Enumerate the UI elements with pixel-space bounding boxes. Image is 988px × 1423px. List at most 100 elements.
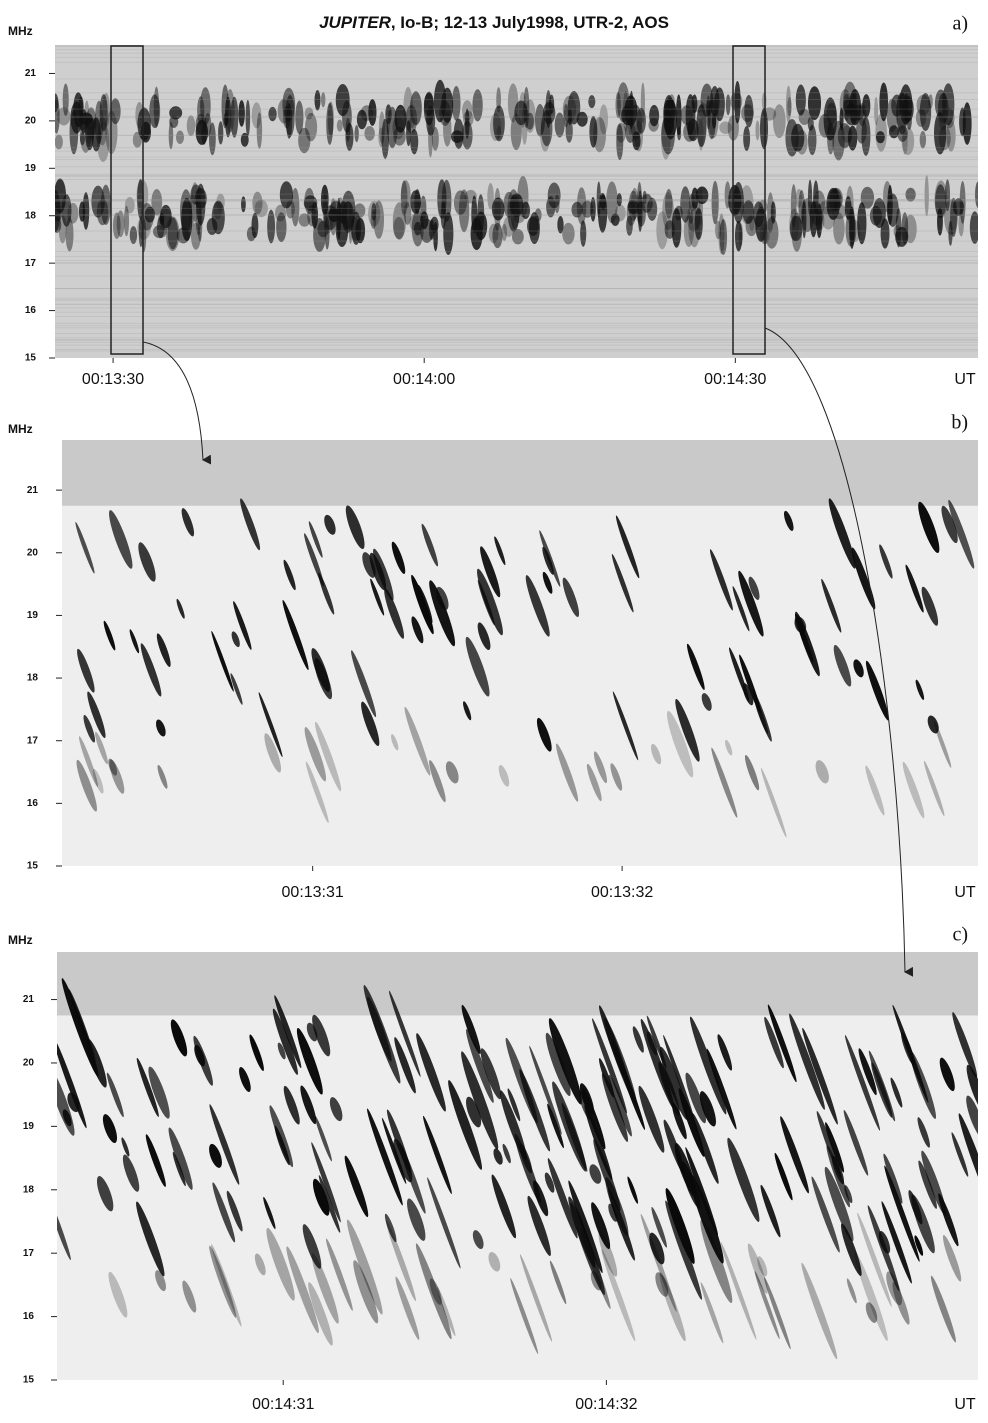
emission-burst — [230, 673, 243, 705]
emission-burst — [369, 552, 387, 591]
y-tick-label: 19 — [23, 1121, 35, 1132]
emission-burst — [223, 113, 229, 126]
emission-burst — [581, 200, 594, 218]
emission-burst — [445, 761, 459, 784]
y-tick-label: 17 — [23, 1248, 35, 1259]
emission-burst — [254, 199, 268, 218]
emission-burst — [734, 80, 741, 124]
emission-burst — [661, 114, 675, 155]
emission-burst — [598, 1231, 618, 1277]
emission-burst — [651, 1207, 667, 1248]
emission-burst — [915, 679, 925, 700]
emission-burst — [649, 104, 660, 127]
emission-burst — [394, 1037, 416, 1094]
emission-burst — [386, 1109, 411, 1173]
noise-line — [55, 344, 978, 346]
emission-burst — [757, 1256, 768, 1277]
emission-burst — [152, 225, 167, 239]
noise-line — [55, 288, 978, 289]
emission-burst — [901, 127, 915, 156]
emission-burst — [92, 768, 104, 794]
emission-burst — [934, 180, 948, 219]
emission-burst — [952, 1012, 978, 1078]
emission-burst — [562, 577, 580, 617]
emission-burst — [748, 576, 760, 600]
emission-burst — [109, 510, 133, 569]
noise-line — [55, 56, 978, 58]
emission-burst — [557, 215, 564, 234]
emission-burst — [505, 1037, 538, 1124]
emission-burst — [464, 108, 470, 139]
emission-burst — [318, 572, 335, 615]
emission-burst — [477, 579, 495, 626]
emission-burst — [770, 201, 776, 224]
emission-burst — [410, 190, 422, 214]
emission-burst — [663, 98, 676, 124]
y-tick-label: 19 — [27, 610, 39, 621]
emission-burst — [853, 659, 864, 678]
emission-burst — [923, 760, 945, 817]
emission-burst — [664, 220, 675, 239]
emission-burst — [286, 103, 293, 139]
noise-line — [55, 325, 978, 327]
emission-burst — [145, 1134, 166, 1187]
emission-burst — [510, 113, 522, 151]
emission-burst — [948, 499, 975, 569]
emission-burst — [385, 1220, 416, 1302]
emission-burst — [616, 193, 622, 207]
emission-burst — [189, 192, 196, 227]
emission-burst — [844, 196, 852, 220]
emission-burst — [321, 92, 326, 108]
emission-burst — [886, 1271, 903, 1306]
emission-burst — [511, 228, 524, 245]
emission-burst — [752, 689, 772, 742]
emission-burst — [238, 100, 245, 127]
emission-burst — [122, 1154, 140, 1192]
emission-burst — [668, 94, 675, 107]
noise-line — [55, 150, 978, 152]
emission-burst — [180, 189, 193, 233]
emission-burst — [911, 1194, 935, 1254]
emission-burst — [941, 505, 958, 544]
emission-burst — [695, 186, 709, 205]
emission-burst — [313, 217, 326, 253]
noise-line — [55, 200, 978, 202]
emission-burst — [437, 179, 447, 219]
emission-burst — [709, 549, 733, 611]
emission-burst — [678, 1088, 705, 1157]
emission-burst — [488, 223, 499, 244]
emission-burst — [211, 630, 234, 692]
noise-line — [55, 178, 978, 180]
emission-burst — [102, 92, 110, 128]
emission-burst — [663, 1119, 685, 1175]
emission-burst — [844, 1185, 853, 1204]
emission-burst — [211, 1243, 242, 1327]
emission-burst — [404, 706, 431, 776]
emission-burst — [421, 523, 439, 567]
x-axis-label: UT — [954, 371, 976, 388]
emission-burst — [351, 217, 359, 243]
emission-burst — [308, 521, 323, 558]
noise-line — [55, 333, 978, 334]
emission-burst — [493, 105, 505, 142]
emission-burst — [102, 1114, 118, 1144]
emission-burst — [606, 181, 618, 224]
emission-burst — [344, 1155, 369, 1218]
emission-burst — [361, 701, 380, 747]
emission-burst — [378, 127, 385, 148]
emission-burst — [742, 200, 755, 224]
y-tick-label: 16 — [23, 1311, 35, 1322]
emission-burst — [501, 223, 508, 241]
emission-burst — [593, 751, 608, 784]
emission-burst — [116, 210, 125, 238]
noise-line — [55, 262, 978, 263]
emission-burst — [502, 1143, 511, 1164]
emission-burst — [918, 1160, 937, 1209]
emission-burst — [264, 733, 282, 773]
emission-burst — [706, 1048, 737, 1130]
emission-burst — [55, 134, 63, 150]
emission-burst — [168, 121, 174, 150]
emission-burst — [108, 1271, 128, 1318]
panel-label: c) — [952, 924, 968, 946]
emission-burst — [590, 197, 596, 222]
